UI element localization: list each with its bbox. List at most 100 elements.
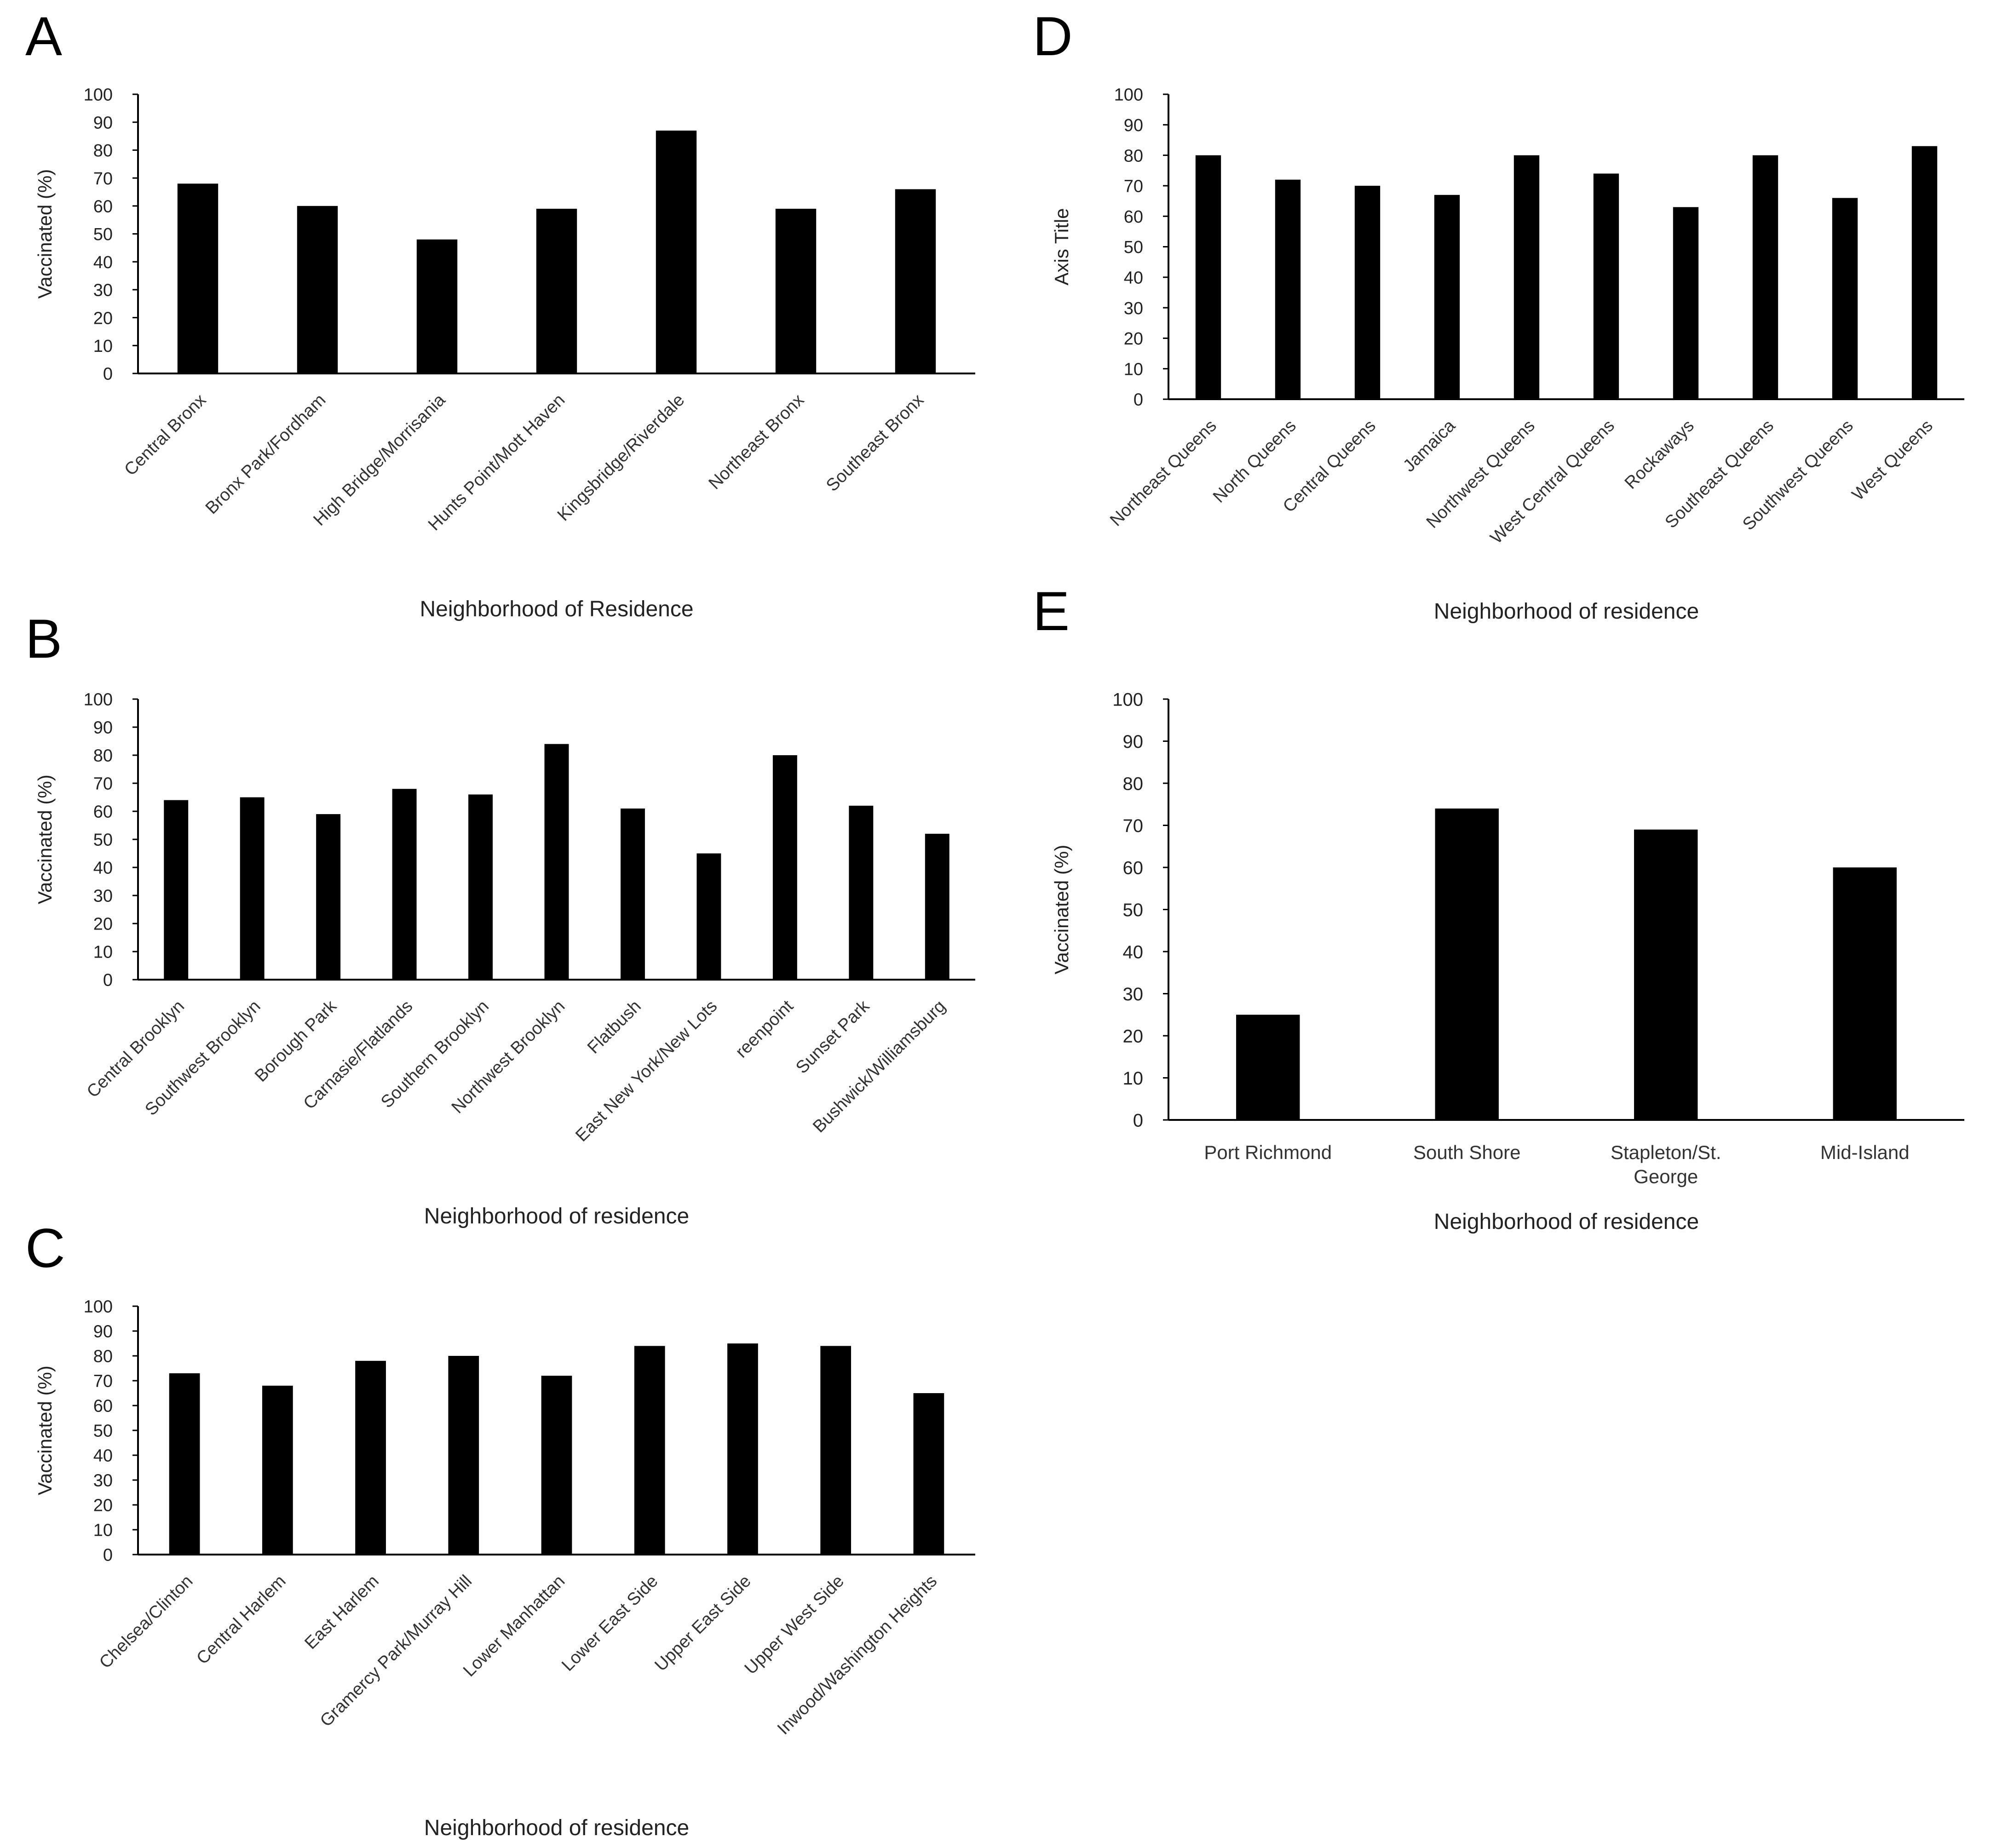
x-category-label: Southeast Bronx [823, 390, 927, 495]
bar-stapleton-st-george [1634, 829, 1698, 1120]
x-category-label: Upper West Side [741, 1572, 848, 1678]
bar-north-queens [1275, 179, 1301, 399]
bar-southwest-brooklyn [240, 797, 265, 980]
x-category-label: North Queens [1209, 416, 1300, 507]
bar-upper-west-side [820, 1346, 852, 1555]
y-tick-label: 60 [1123, 858, 1144, 878]
y-tick-label: 70 [93, 1372, 113, 1391]
bar-hunts-point-mott-haven [536, 208, 577, 373]
bar-central-queens [1354, 185, 1381, 399]
x-category-label: Stapleton/St. George [1611, 1142, 1721, 1188]
y-tick-label: 90 [93, 1322, 113, 1342]
x-category-label: Chelsea/Clinton [96, 1572, 196, 1672]
x-axis-title: Neighborhood of residence [424, 1204, 689, 1228]
bar-upper-east-side [727, 1343, 758, 1555]
panel-label: B [25, 608, 62, 670]
bar-port-richmond [1236, 1015, 1300, 1120]
bar-bronx-park-fordham [297, 206, 338, 373]
bar-west-central-queens [1593, 173, 1619, 399]
x-axis-title: Neighborhood of residence [1434, 599, 1699, 624]
y-tick-label: 50 [93, 1422, 113, 1441]
y-tick-label: 60 [93, 197, 113, 216]
y-tick-label: 80 [1124, 146, 1143, 166]
y-tick-label: 80 [93, 141, 113, 161]
y-tick-label: 70 [93, 169, 113, 189]
x-category-label: Lower East Side [558, 1572, 662, 1675]
y-tick-label: 30 [1124, 299, 1143, 318]
y-tick-label: 30 [1123, 984, 1144, 1004]
y-tick-label: 70 [1124, 177, 1143, 196]
chart-panel-e: E 0 10 20 30 40 50 60 70 80 90 100 Vaccinated (%) Por… [1033, 580, 1964, 1234]
y-tick-label: 30 [93, 1471, 113, 1491]
x-category-label: Bronx Park/Fordham [202, 390, 330, 518]
y-axis-title: Vaccinated (%) [34, 1366, 56, 1495]
y-tick-label: 20 [1124, 329, 1143, 349]
y-tick-label: 0 [103, 971, 113, 990]
x-category-label: Mid-Island [1820, 1142, 1910, 1163]
x-category-label: Rockaways [1621, 416, 1698, 493]
bar-bushwick-williamsburg [925, 833, 949, 980]
y-tick-label: 70 [93, 775, 113, 794]
x-category-label: South Shore [1413, 1142, 1521, 1163]
y-tick-label: 10 [1123, 1068, 1144, 1089]
bar-gramercy-park-murray-hill [448, 1356, 479, 1555]
x-category-label: East Harlem [301, 1572, 383, 1653]
x-category-label: Port Richmond [1204, 1142, 1332, 1163]
x-category-label: Sunset Park [792, 996, 874, 1078]
y-tick-label: 10 [1124, 360, 1143, 379]
bar-central-brooklyn [164, 800, 189, 980]
x-axis-title: Neighborhood of Residence [420, 597, 693, 621]
x-category-label: High Bridge/Morrisania [310, 390, 449, 530]
y-tick-label: 0 [103, 365, 113, 384]
x-category-label: Lower Manhattan [460, 1572, 569, 1681]
bar-east-new-york-new-lots [696, 853, 721, 980]
bar-northeast-queens [1195, 155, 1221, 400]
y-tick-label: 40 [1123, 942, 1144, 962]
y-tick-label: 80 [1123, 774, 1144, 794]
y-tick-label: 60 [93, 803, 113, 822]
x-category-label: West Queens [1848, 416, 1937, 505]
x-category-label: Gramercy Park/Murray Hill [316, 1572, 476, 1731]
chart-panel-a: A 0 10 20 30 40 50 60 70 80 90 100 Vaccinated (%) Cen… [25, 6, 975, 621]
x-category-label: Upper East Side [651, 1572, 754, 1675]
y-tick-label: 20 [1123, 1026, 1144, 1046]
panel-label: E [1033, 580, 1070, 642]
x-category-label: Central Bronx [121, 390, 210, 480]
x-category-label: Hunts Point/Mott Haven [425, 390, 569, 534]
bar-central-harlem [262, 1385, 293, 1555]
bar-lower-manhattan [541, 1376, 572, 1555]
bar-northwest-brooklyn [544, 744, 569, 980]
bar-sunset-park [849, 805, 874, 980]
chart-panel-d: D 0 10 20 30 40 50 60 70 80 90 100 Axis Title Northea… [1033, 6, 1964, 624]
bar-chelsea-clinton [169, 1373, 200, 1555]
bar-inwood-washington-heights [913, 1393, 944, 1555]
x-axis-title: Neighborhood of residence [1434, 1210, 1699, 1234]
bar-south-shore [1435, 808, 1499, 1120]
y-tick-label: 90 [1124, 116, 1143, 135]
y-tick-label: 100 [1114, 86, 1143, 105]
panel-label: A [25, 6, 62, 67]
y-tick-label: 0 [103, 1546, 113, 1565]
bar-flatbush [620, 808, 645, 980]
y-tick-label: 100 [84, 1297, 113, 1317]
x-category-label: East New York/New Lots [572, 997, 721, 1146]
y-tick-label: 50 [1123, 900, 1144, 920]
bar-kingsbridge-riverdale [656, 130, 697, 373]
y-tick-label: 100 [1112, 689, 1143, 710]
x-category-label: Kingsbridge/Riverdale [554, 390, 689, 525]
bar-lower-east-side [634, 1346, 665, 1555]
bar-high-bridge-morrisania [416, 239, 458, 373]
y-tick-label: 40 [93, 859, 113, 878]
y-tick-label: 40 [93, 1446, 113, 1466]
bar-mid-island [1833, 867, 1897, 1120]
y-tick-label: 80 [93, 1347, 113, 1366]
x-category-label: Inwood/Washington Heights [774, 1572, 941, 1739]
y-axis-title: Vaccinated (%) [34, 775, 56, 904]
y-axis-title: Axis Title [1051, 208, 1072, 285]
bar-jamaica [1434, 195, 1460, 399]
panel-label: C [25, 1217, 65, 1279]
chart-panel-c: C 0 10 20 30 40 50 60 70 80 90 100 Vaccinated (%) Che… [25, 1217, 975, 1840]
bar-southeast-bronx [895, 189, 936, 373]
x-category-label: Jamaica [1399, 416, 1459, 476]
